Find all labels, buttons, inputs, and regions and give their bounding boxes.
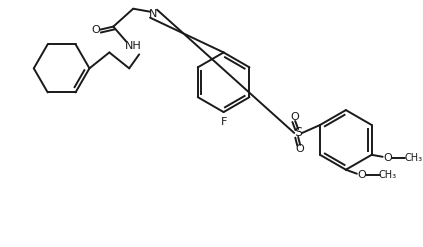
Text: NH: NH [125, 41, 142, 51]
Text: O: O [357, 170, 366, 180]
Text: S: S [294, 126, 302, 140]
Text: O: O [383, 153, 392, 163]
Text: O: O [291, 112, 299, 122]
Text: O: O [91, 25, 100, 35]
Text: CH₃: CH₃ [379, 170, 397, 180]
Text: F: F [220, 117, 227, 127]
Text: O: O [296, 144, 305, 154]
Text: CH₃: CH₃ [404, 153, 423, 163]
Text: N: N [149, 9, 157, 19]
